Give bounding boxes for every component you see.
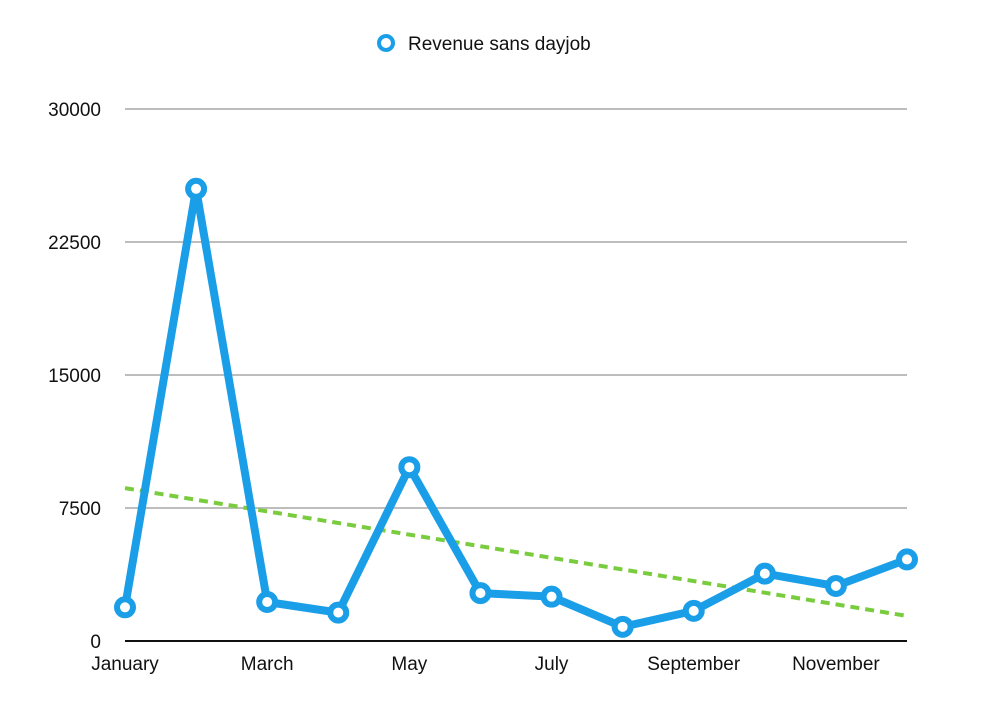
series-line	[121, 184, 911, 631]
data-point	[611, 615, 634, 638]
y-tick-label: 0	[90, 632, 101, 653]
data-point	[114, 596, 136, 619]
data-point	[896, 548, 918, 571]
data-point	[753, 562, 776, 585]
x-tick-label: July	[535, 654, 569, 675]
series-group	[114, 177, 918, 638]
y-tick-label: 7500	[59, 499, 101, 520]
x-tick-label: January	[91, 654, 159, 675]
legend: Revenue sans dayjob	[377, 34, 591, 55]
data-point	[327, 601, 350, 624]
x-tick-label: March	[241, 654, 294, 675]
data-point	[256, 590, 279, 613]
x-tick-label: November	[792, 654, 880, 675]
trendline	[124, 486, 908, 618]
data-point	[540, 585, 563, 608]
legend-label: Revenue sans dayjob	[408, 34, 591, 55]
y-tick-label: 30000	[48, 100, 101, 121]
y-tick-label: 22500	[48, 233, 101, 254]
x-axis-tick-labels: January March May July September November	[91, 654, 880, 675]
gridlines	[125, 108, 907, 509]
data-point	[824, 575, 847, 598]
x-tick-label: May	[391, 654, 427, 675]
data-point	[682, 599, 705, 622]
legend-marker-icon	[377, 34, 395, 52]
y-tick-label: 15000	[48, 366, 101, 387]
data-point	[398, 456, 421, 479]
data-point	[185, 177, 208, 200]
data-point	[469, 582, 492, 605]
x-tick-label: September	[647, 654, 741, 675]
y-axis-tick-labels: 0 7500 15000 22500 30000	[48, 100, 101, 653]
trendline-group	[124, 486, 908, 618]
